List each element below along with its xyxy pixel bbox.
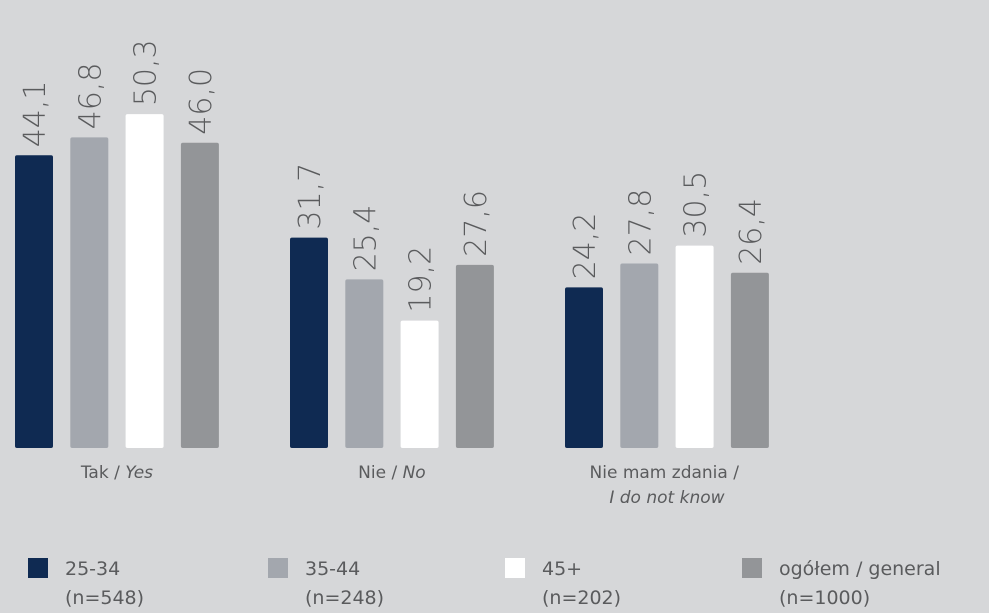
- bar: [180, 142, 219, 448]
- legend-swatch: [742, 558, 762, 578]
- value-label: 30,5: [679, 171, 714, 238]
- category-part: Tak /: [80, 463, 125, 483]
- bar: [620, 263, 659, 448]
- legend-label: 45+: [542, 558, 582, 580]
- legend-sample: (n=1000): [779, 587, 870, 609]
- value-label: 31,7: [293, 163, 328, 230]
- bar: [455, 264, 494, 448]
- category-part: Nie /: [358, 463, 402, 483]
- legend-swatch: [28, 558, 48, 578]
- legend-sample: (n=248): [305, 587, 384, 609]
- x-tick-label: Nie mam zdania / I do not know: [590, 463, 745, 508]
- value-label: 27,6: [459, 190, 494, 257]
- bar: [15, 155, 53, 448]
- bar: [125, 114, 164, 448]
- bar: [565, 287, 603, 448]
- bar: [290, 237, 328, 448]
- value-label: 19,2: [404, 246, 439, 313]
- legend-swatch: [268, 558, 288, 578]
- category-part: Nie mam zdania /: [590, 463, 745, 483]
- bar: [400, 320, 439, 448]
- legend-swatch: [505, 558, 525, 578]
- value-label: 24,2: [568, 213, 603, 280]
- value-label: 50,3: [129, 39, 164, 106]
- bar: [730, 272, 769, 448]
- category-part: Yes: [125, 463, 153, 483]
- x-tick-label: Tak / Yes: [80, 463, 153, 483]
- value-label: 27,8: [623, 189, 658, 256]
- legend-label: 35-44: [305, 558, 360, 580]
- category-part: I do not know: [609, 488, 724, 508]
- legend-sample: (n=548): [65, 587, 144, 609]
- value-label: 46,0: [184, 68, 219, 135]
- value-label: 44,1: [18, 81, 53, 148]
- category-part: No: [403, 463, 426, 483]
- value-label: 25,4: [348, 205, 383, 272]
- value-label: 46,8: [73, 63, 108, 130]
- bar: [675, 245, 714, 448]
- x-tick-label: Nie / No: [358, 463, 426, 483]
- bar: [70, 137, 109, 449]
- bar: [345, 279, 384, 448]
- legend-label: ogółem / general: [779, 558, 941, 580]
- legend-label: 25-34: [65, 558, 120, 580]
- legend-sample: (n=202): [542, 587, 621, 609]
- value-label: 26,4: [734, 198, 769, 265]
